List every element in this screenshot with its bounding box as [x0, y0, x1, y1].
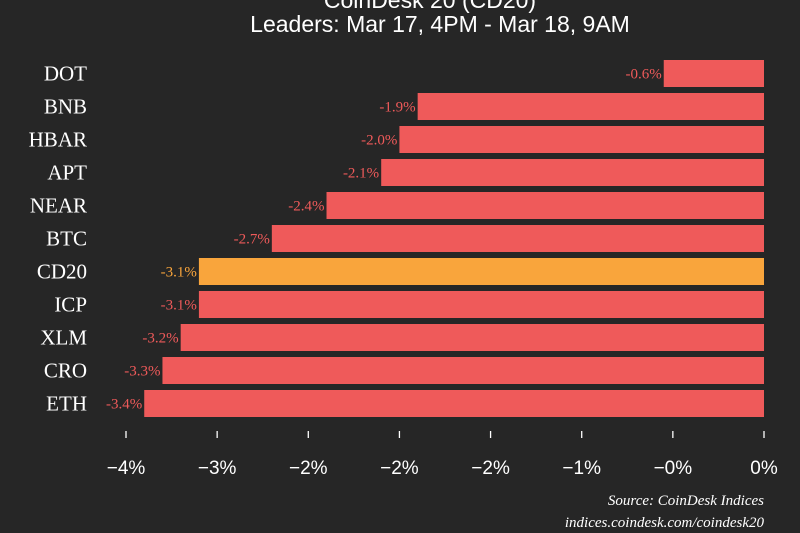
x-tick-label: −1%	[562, 458, 601, 479]
source-text: Source: CoinDesk Indices	[608, 493, 764, 509]
category-label-btc: BTC	[46, 227, 87, 251]
data-label-bnb: -1.9%	[379, 100, 415, 116]
x-tick-label: −4%	[107, 458, 146, 479]
category-label-hbar: HBAR	[29, 128, 87, 152]
category-label-cro: CRO	[44, 359, 87, 383]
data-label-dot: -0.6%	[625, 67, 661, 83]
category-label-apt: APT	[47, 161, 87, 185]
bar-bnb	[417, 93, 764, 120]
category-label-near: NEAR	[30, 194, 87, 218]
bar-btc	[271, 225, 764, 252]
data-label-near: -2.4%	[288, 199, 324, 215]
x-tick-label: −0%	[654, 458, 693, 479]
x-tick-label: −2%	[289, 458, 328, 479]
x-tick-label: −3%	[198, 458, 237, 479]
bar-xlm	[180, 324, 764, 351]
category-label-cd20: CD20	[37, 260, 87, 284]
data-label-hbar: -2.0%	[361, 133, 397, 149]
data-label-cd20: -3.1%	[161, 265, 197, 281]
bar-cd20	[198, 258, 764, 285]
source-url: indices.coindesk.com/coindesk20	[565, 515, 765, 531]
data-label-btc: -2.7%	[234, 232, 270, 248]
x-axis: −4% −3% −2% −2% −2% −1% −0% 0%	[107, 431, 778, 479]
x-tick-label: −2%	[380, 458, 419, 479]
x-tick-label: −2%	[471, 458, 510, 479]
data-label-apt: -2.1%	[343, 166, 379, 182]
category-label-bnb: BNB	[44, 95, 87, 119]
chart-title: CoinDesk 20 (CD20)	[324, 0, 536, 13]
bar-near	[326, 192, 764, 219]
data-label-cro: -3.3%	[124, 364, 160, 380]
data-label-eth: -3.4%	[106, 397, 142, 413]
data-label-xlm: -3.2%	[142, 331, 178, 347]
x-tick-label: 0%	[750, 458, 778, 479]
bar-dot	[663, 60, 764, 87]
category-label-dot: DOT	[44, 62, 87, 86]
bars-group: -0.6% DOT -1.9% BNB -2.0% HBAR -2.1% APT -2.4% NE…	[29, 60, 764, 417]
bar-cro	[162, 357, 764, 384]
bar-icp	[198, 291, 764, 318]
bar-hbar	[399, 126, 764, 153]
category-label-icp: ICP	[54, 293, 87, 317]
category-label-xlm: XLM	[40, 326, 87, 350]
bar-eth	[144, 390, 764, 417]
data-label-icp: -3.1%	[161, 298, 197, 314]
chart-subtitle: Leaders: Mar 17, 4PM - Mar 18, 9AM	[250, 11, 630, 37]
bar-apt	[381, 159, 764, 186]
category-label-eth: ETH	[46, 392, 87, 416]
